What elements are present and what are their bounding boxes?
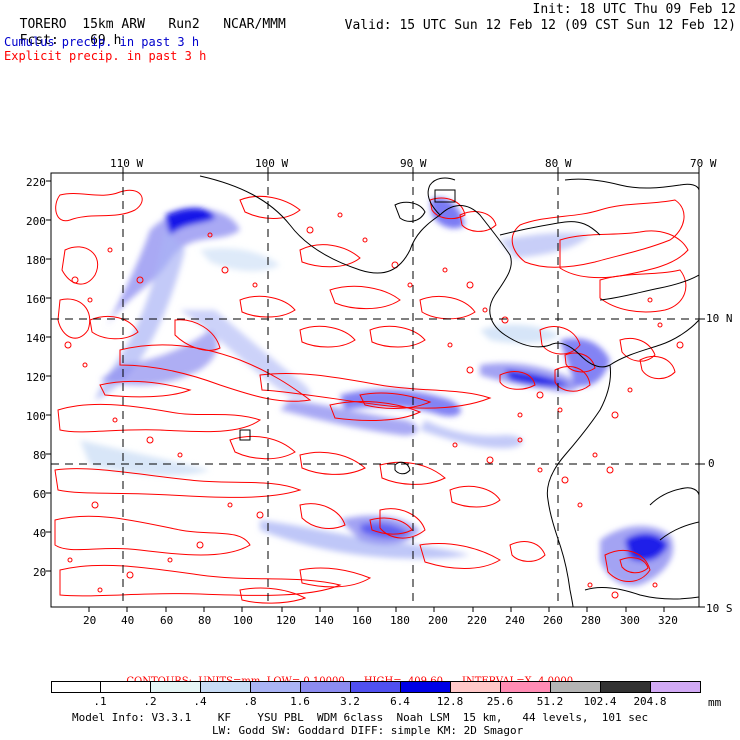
lon-label: 90 W	[400, 157, 427, 170]
x-tick: 200	[428, 614, 448, 627]
colorbar-swatch	[250, 681, 301, 693]
colorbar-swatch	[200, 681, 251, 693]
colorbar-label: .4	[193, 695, 207, 708]
lat-label: 10 S	[706, 602, 733, 615]
colorbar-swatch	[150, 681, 201, 693]
forecast-value: 69 h	[90, 33, 122, 48]
y-tick: 200	[26, 215, 46, 228]
model-org: NCAR/MMM	[223, 17, 286, 32]
x-tick: 100	[233, 614, 253, 627]
model-run: Run2	[168, 17, 200, 32]
axis-ticks	[46, 167, 705, 612]
y-tick: 60	[33, 488, 47, 501]
lon-label: 80 W	[545, 157, 572, 170]
colorbar-label: .1	[93, 695, 107, 708]
x-tick: 220	[467, 614, 487, 627]
x-tick: 20	[83, 614, 97, 627]
model-name: TORERO	[19, 17, 67, 32]
map-frame	[50, 172, 700, 608]
cumulus-precip-shading	[80, 197, 674, 586]
colorbar-label: .8	[243, 695, 257, 708]
colorbar-label: 51.2	[536, 695, 564, 708]
colorbar-label: 1.6	[290, 695, 310, 708]
x-tick: 180	[390, 614, 410, 627]
colorbar-swatch	[450, 681, 501, 693]
lat-label: 10 N	[706, 312, 733, 325]
colorbar-swatch	[650, 681, 701, 693]
y-tick: 180	[26, 254, 46, 267]
colorbar-swatch	[500, 681, 551, 693]
colorbar-label: 102.4	[583, 695, 617, 708]
forecast-label: Fcst:	[19, 33, 59, 48]
colorbar-swatch	[350, 681, 401, 693]
x-tick: 120	[276, 614, 296, 627]
colorbar-swatch	[400, 681, 451, 693]
x-tick: 300	[620, 614, 640, 627]
colorbar-label: 25.6	[486, 695, 514, 708]
y-tick: 40	[33, 527, 47, 540]
lon-label: 110 W	[110, 157, 144, 170]
colorbar-swatch	[550, 681, 601, 693]
lon-label: 100 W	[255, 157, 289, 170]
colorbar-swatch	[51, 681, 101, 693]
colorbar-units: mm	[708, 696, 722, 709]
x-tick: 240	[505, 614, 525, 627]
colorbar-label: 12.8	[436, 695, 464, 708]
model-physics: LW: Godd SW: Goddard DIFF: simple KM: 2D…	[212, 724, 524, 737]
y-tick: 20	[33, 566, 47, 579]
model-resolution: 15km ARW	[82, 17, 145, 32]
explicit-precip-contours	[54, 189, 689, 604]
y-tick: 140	[26, 332, 46, 345]
legend-cumulus: Cumulus precip. in past 3 h	[4, 35, 200, 49]
y-tick: 220	[26, 176, 46, 189]
model-title: TORERO 15km ARW Run2 NCAR/MMM	[4, 2, 286, 32]
model-info: Model Info: V3.3.1 KF YSU PBL WDM 6class…	[72, 711, 649, 724]
y-tick: 160	[26, 293, 46, 306]
coastline	[199, 175, 699, 607]
colorbar-swatch	[300, 681, 351, 693]
forecast-hour: Fcst: 69 h	[4, 18, 122, 48]
colorbar-label: .2	[143, 695, 157, 708]
x-tick: 280	[581, 614, 601, 627]
x-tick: 60	[160, 614, 174, 627]
legend-explicit: Explicit precip. in past 3 h	[4, 49, 207, 63]
colorbar-label: 3.2	[340, 695, 360, 708]
x-tick: 40	[121, 614, 135, 627]
y-tick: 120	[26, 371, 46, 384]
lon-label: 70 W	[690, 157, 717, 170]
y-tick: 80	[33, 449, 47, 462]
lat-lon-grid	[51, 173, 699, 607]
colorbar-label: 6.4	[390, 695, 410, 708]
x-tick: 260	[543, 614, 563, 627]
init-time: Init: 18 UTC Thu 09 Feb 12	[532, 2, 737, 17]
x-tick: 80	[198, 614, 212, 627]
colorbar-label: 204.8	[633, 695, 667, 708]
x-tick: 320	[658, 614, 678, 627]
lat-label: 0	[708, 457, 715, 470]
x-tick: 140	[314, 614, 334, 627]
colorbar-swatch	[100, 681, 151, 693]
valid-time: Valid: 15 UTC Sun 12 Feb 12 (09 CST Sun …	[344, 18, 736, 33]
colorbar-swatch	[600, 681, 651, 693]
y-tick: 100	[26, 410, 46, 423]
x-tick: 160	[352, 614, 372, 627]
explicit-precip-cells	[64, 212, 684, 599]
